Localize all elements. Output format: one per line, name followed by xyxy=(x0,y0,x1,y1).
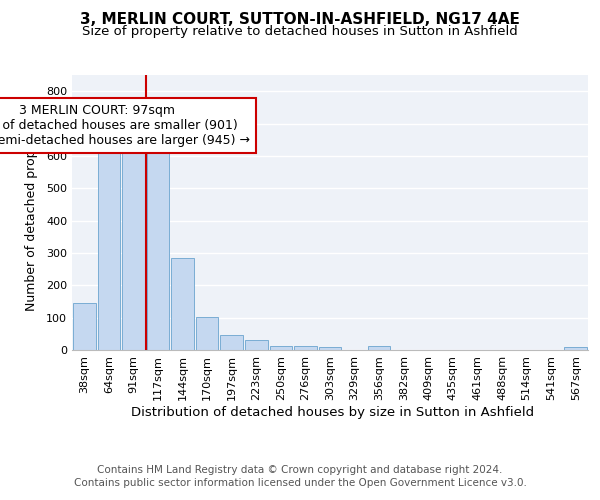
Text: 3 MERLIN COURT: 97sqm
← 48% of detached houses are smaller (901)
50% of semi-det: 3 MERLIN COURT: 97sqm ← 48% of detached … xyxy=(0,104,250,147)
Text: Distribution of detached houses by size in Sutton in Ashfield: Distribution of detached houses by size … xyxy=(131,406,535,419)
Text: 3, MERLIN COURT, SUTTON-IN-ASHFIELD, NG17 4AE: 3, MERLIN COURT, SUTTON-IN-ASHFIELD, NG1… xyxy=(80,12,520,28)
Text: Contains public sector information licensed under the Open Government Licence v3: Contains public sector information licen… xyxy=(74,478,526,488)
Bar xyxy=(196,316,218,350)
Bar xyxy=(245,340,268,350)
Bar xyxy=(171,258,194,350)
Bar xyxy=(294,346,317,350)
Bar xyxy=(220,336,243,350)
Text: Contains HM Land Registry data © Crown copyright and database right 2024.: Contains HM Land Registry data © Crown c… xyxy=(97,465,503,475)
Bar xyxy=(73,303,95,350)
Bar xyxy=(146,148,169,350)
Bar xyxy=(319,347,341,350)
Bar xyxy=(122,146,145,350)
Bar xyxy=(565,347,587,350)
Text: Size of property relative to detached houses in Sutton in Ashfield: Size of property relative to detached ho… xyxy=(82,25,518,38)
Bar xyxy=(368,346,391,350)
Bar xyxy=(98,146,120,350)
Y-axis label: Number of detached properties: Number of detached properties xyxy=(25,114,38,311)
Bar xyxy=(269,346,292,350)
